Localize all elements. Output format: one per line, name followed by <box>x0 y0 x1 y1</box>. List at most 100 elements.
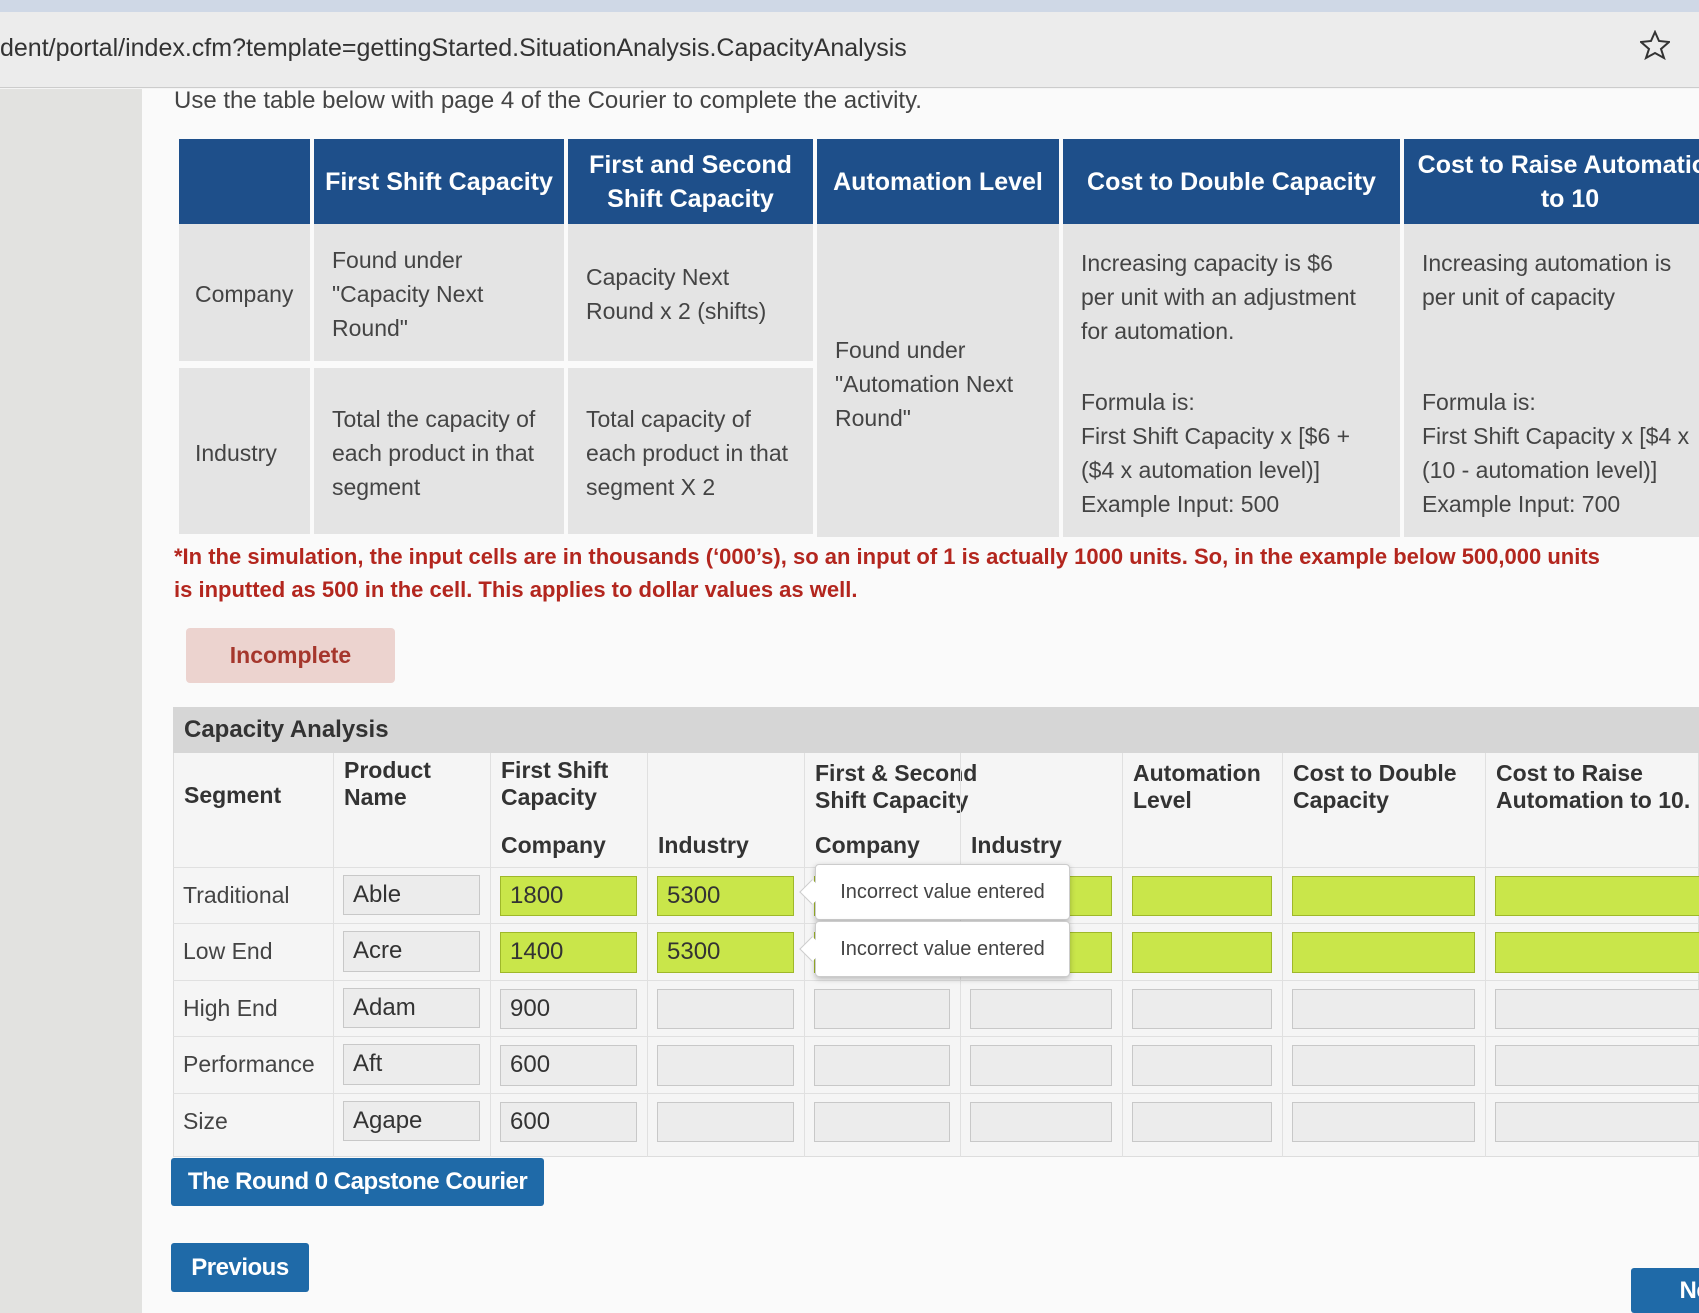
column-header: Segment <box>184 782 282 808</box>
column-header: First & Second <box>815 760 978 786</box>
input-cell[interactable] <box>657 1045 794 1086</box>
input-cell[interactable] <box>1495 1101 1699 1142</box>
tooltip <box>815 864 1070 920</box>
input-cell[interactable] <box>814 988 950 1030</box>
input-cell[interactable] <box>1495 876 1699 917</box>
column-subheader: Industry <box>658 832 749 858</box>
next-button[interactable]: Next <box>1631 1268 1699 1313</box>
info-text: Total capacity of <box>586 405 751 432</box>
column-subheader: Industry <box>971 832 1062 858</box>
info-text: ($4 x automation level)] <box>1081 457 1321 483</box>
input-cell[interactable] <box>1292 1101 1475 1142</box>
address-bar[interactable] <box>0 12 1699 88</box>
bookmark-star[interactable] <box>1640 30 1670 60</box>
column-header: Product <box>344 757 431 783</box>
product-box <box>343 1100 480 1141</box>
input-cell[interactable] <box>657 1101 794 1142</box>
input-cell[interactable] <box>1495 988 1699 1030</box>
previous-button[interactable]: Previous <box>171 1243 309 1292</box>
window-top <box>0 0 1699 12</box>
input-cell[interactable] <box>1132 876 1272 917</box>
input-cell[interactable] <box>657 988 794 1030</box>
input-cell[interactable] <box>500 988 637 1030</box>
info-text: segment <box>332 473 421 500</box>
input-cell[interactable] <box>500 876 637 917</box>
column-header: Name <box>344 784 407 810</box>
status-text: Incomplete <box>229 642 352 668</box>
info-text: First Shift Capacity x [$6 + <box>1081 423 1351 449</box>
segment: Traditional <box>183 882 290 908</box>
input-value: 600 <box>510 1051 551 1079</box>
info-text: per unit with an adjustment <box>1081 284 1356 310</box>
header-text: Automation Level <box>833 167 1043 196</box>
column-header: Cost to Raise <box>1496 760 1643 786</box>
segment: Performance <box>183 1051 315 1078</box>
header-text: First and Second <box>589 150 792 179</box>
info-text: Capacity Next <box>586 264 730 290</box>
input-cell[interactable] <box>1132 1045 1272 1086</box>
input-cell[interactable] <box>1132 1101 1272 1142</box>
header-text: Shift Capacity <box>607 184 774 213</box>
input-cell[interactable] <box>1132 988 1272 1030</box>
input-cell[interactable] <box>1292 1045 1475 1086</box>
input-cell[interactable] <box>1132 932 1272 973</box>
input-cell[interactable] <box>1495 1045 1699 1086</box>
tooltip <box>815 921 1070 977</box>
info-text: Total the capacity of <box>332 405 536 432</box>
info-text: Round" <box>835 405 911 431</box>
info-text: Example Input: 700 <box>1422 491 1621 517</box>
info-text: Increasing capacity is $6 <box>1081 250 1333 276</box>
input-cell[interactable] <box>657 932 794 973</box>
divider <box>333 753 334 1157</box>
product-box <box>343 875 480 916</box>
column-header: Automation to 10. <box>1496 787 1691 813</box>
input-cell[interactable] <box>1292 932 1475 973</box>
input-cell[interactable] <box>500 1045 637 1086</box>
url: dent/portal/index.cfm?template=gettingSt… <box>0 34 907 62</box>
column-header: First Shift <box>501 757 609 783</box>
courier-button[interactable]: The Round 0 Capstone Courier <box>171 1158 544 1206</box>
header-text: Cost to Double Capacity <box>1087 167 1376 196</box>
column-header: Cost to Double <box>1293 760 1457 786</box>
product-name: Adam <box>353 993 416 1021</box>
input-cell[interactable] <box>500 932 637 973</box>
row-label: Company <box>195 281 294 307</box>
header-cell <box>1063 139 1400 224</box>
info-cell <box>568 224 813 361</box>
info-cell <box>1063 224 1400 537</box>
column-subheader: Company <box>501 832 606 858</box>
column-header: Automation <box>1133 760 1261 786</box>
info-text: Increasing automation is <box>1422 250 1672 276</box>
header-cell <box>1404 139 1699 224</box>
info-text: segment X 2 <box>586 473 716 500</box>
input-cell[interactable] <box>970 1101 1112 1142</box>
input-cell[interactable] <box>500 1101 637 1142</box>
header-text: to 10 <box>1540 184 1600 213</box>
input-cell[interactable] <box>1292 988 1475 1030</box>
input-cell[interactable] <box>814 1101 950 1142</box>
input-cell[interactable] <box>814 1045 950 1086</box>
info-text: First Shift Capacity x [$4 x <box>1422 423 1690 449</box>
input-value: 1800 <box>510 882 564 909</box>
input-value: 5300 <box>667 882 721 909</box>
input-value: 5300 <box>667 938 721 966</box>
info-text: each product in that <box>332 439 535 466</box>
row-label-cell <box>179 224 310 361</box>
panel-title: Capacity Analysis <box>184 716 389 743</box>
input-cell[interactable] <box>1292 876 1475 917</box>
info-cell <box>568 368 813 534</box>
input-cell[interactable] <box>657 876 794 917</box>
info-cell <box>1404 224 1699 537</box>
info-text: Round" <box>332 315 408 341</box>
input-cell[interactable] <box>970 1045 1112 1086</box>
info-text: Found under <box>835 337 966 363</box>
input-cell[interactable] <box>1495 932 1699 973</box>
note: *In the simulation, the input cells are … <box>174 544 1600 569</box>
row-label: Industry <box>195 439 277 466</box>
info-text: for automation. <box>1081 318 1235 344</box>
input-cell[interactable] <box>970 988 1112 1030</box>
info-text: each product in that <box>586 439 789 466</box>
input-value: 900 <box>510 994 551 1022</box>
header-cell <box>817 139 1059 224</box>
